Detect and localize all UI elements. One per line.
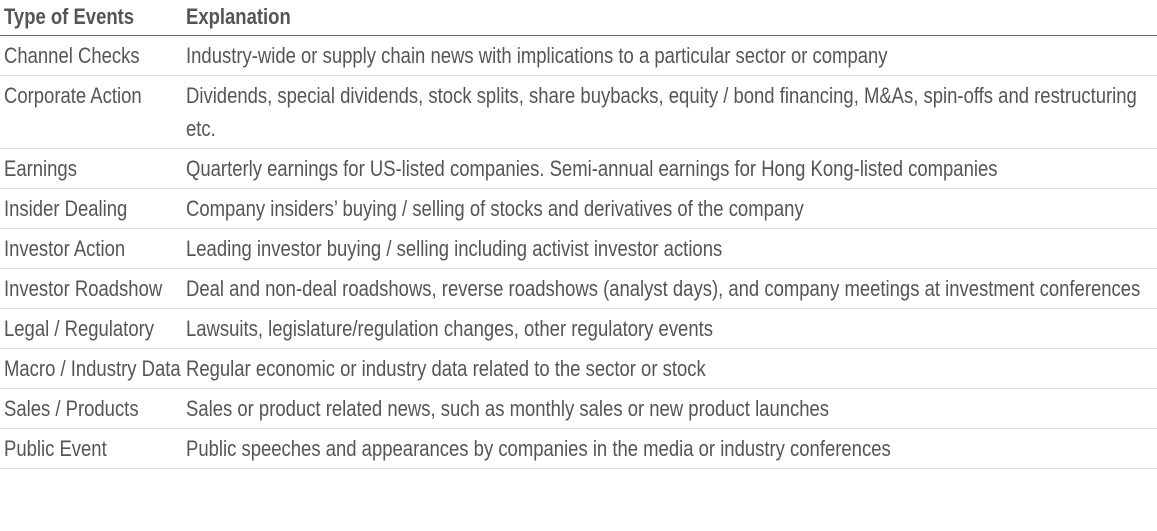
- table-cell-text: Dividends, special dividends, stock spli…: [186, 83, 1137, 141]
- events-table: Type of Events Explanation Channel Checks I…: [0, 0, 1157, 469]
- table-cell: Company insiders’ buying / selling of st…: [186, 189, 1151, 225]
- table-cell: Public Event: [4, 429, 182, 465]
- table-cell-text: Public Event: [4, 436, 107, 461]
- table-cell: Deal and non-deal roadshows, reverse roa…: [186, 269, 1151, 305]
- header-cell: Type of Events: [4, 0, 182, 33]
- table-cell-text: Insider Dealing: [4, 196, 128, 221]
- table-cell: Channel Checks: [4, 36, 182, 72]
- table-cell: Regular economic or industry data relate…: [186, 349, 1151, 385]
- header-cell-text: Explanation: [186, 4, 291, 29]
- table-cell-text: Company insiders’ buying / selling of st…: [186, 196, 804, 221]
- table-cell: Sales or product related news, such as m…: [186, 389, 1151, 425]
- table-cell: Investor Roadshow: [4, 269, 182, 305]
- table-cell-text: Deal and non-deal roadshows, reverse roa…: [186, 276, 1141, 301]
- table-cell: Sales / Products: [4, 389, 182, 425]
- table-cell: Lawsuits, legislature/regulation changes…: [186, 309, 1151, 345]
- table-row: Insider Dealing Company insiders’ buying …: [0, 189, 1157, 229]
- table-cell-text: Sales / Products: [4, 396, 139, 421]
- table-row: Investor Action Leading investor buying /…: [0, 229, 1157, 269]
- table-cell-text: Earnings: [4, 156, 77, 181]
- table-row: Public Event Public speeches and appearan…: [0, 429, 1157, 469]
- table-cell-text: Industry-wide or supply chain news with …: [186, 43, 888, 68]
- table-cell: Insider Dealing: [4, 189, 182, 225]
- table-cell-text: Legal / Regulatory: [4, 316, 154, 341]
- table-cell-text: Regular economic or industry data relate…: [186, 356, 706, 381]
- table-cell-text: Corporate Action: [4, 83, 142, 108]
- table-cell: Quarterly earnings for US-listed compani…: [186, 149, 1151, 185]
- table-cell: Earnings: [4, 149, 182, 185]
- table-cell-text: Investor Action: [4, 236, 126, 261]
- table-cell: Corporate Action: [4, 76, 182, 112]
- table-row: Investor Roadshow Deal and non-deal roads…: [0, 269, 1157, 309]
- table-row: Legal / Regulatory Lawsuits, legislature/…: [0, 309, 1157, 349]
- table-row: Corporate Action Dividends, special divid…: [0, 76, 1157, 149]
- table-cell: Macro / Industry Data: [4, 349, 182, 385]
- table-cell: Public speeches and appearances by compa…: [186, 429, 1151, 465]
- table-cell: Dividends, special dividends, stock spli…: [186, 76, 1151, 145]
- table-cell-text: Channel Checks: [4, 43, 140, 68]
- table-row: Sales / Products Sales or product related…: [0, 389, 1157, 429]
- table-cell-text: Lawsuits, legislature/regulation changes…: [186, 316, 713, 341]
- table-cell: Leading investor buying / selling includ…: [186, 229, 1151, 265]
- table-cell-text: Macro / Industry Data: [4, 356, 181, 381]
- table-cell: Legal / Regulatory: [4, 309, 182, 345]
- header-cell-text: Type of Events: [4, 4, 135, 29]
- header-cell: Explanation: [186, 0, 1151, 33]
- header-row: Type of Events Explanation: [0, 0, 1157, 36]
- table-row: Macro / Industry Data Regular economic or…: [0, 349, 1157, 389]
- table-row: Channel Checks Industry-wide or supply ch…: [0, 36, 1157, 76]
- table-row: Earnings Quarterly earnings for US-listed…: [0, 149, 1157, 189]
- table-cell: Investor Action: [4, 229, 182, 265]
- table-cell: Industry-wide or supply chain news with …: [186, 36, 1151, 72]
- table-cell-text: Quarterly earnings for US-listed compani…: [186, 156, 998, 181]
- table-cell-text: Leading investor buying / selling includ…: [186, 236, 723, 261]
- table-cell-text: Investor Roadshow: [4, 276, 163, 301]
- table-cell-text: Public speeches and appearances by compa…: [186, 436, 891, 461]
- table-cell-text: Sales or product related news, such as m…: [186, 396, 830, 421]
